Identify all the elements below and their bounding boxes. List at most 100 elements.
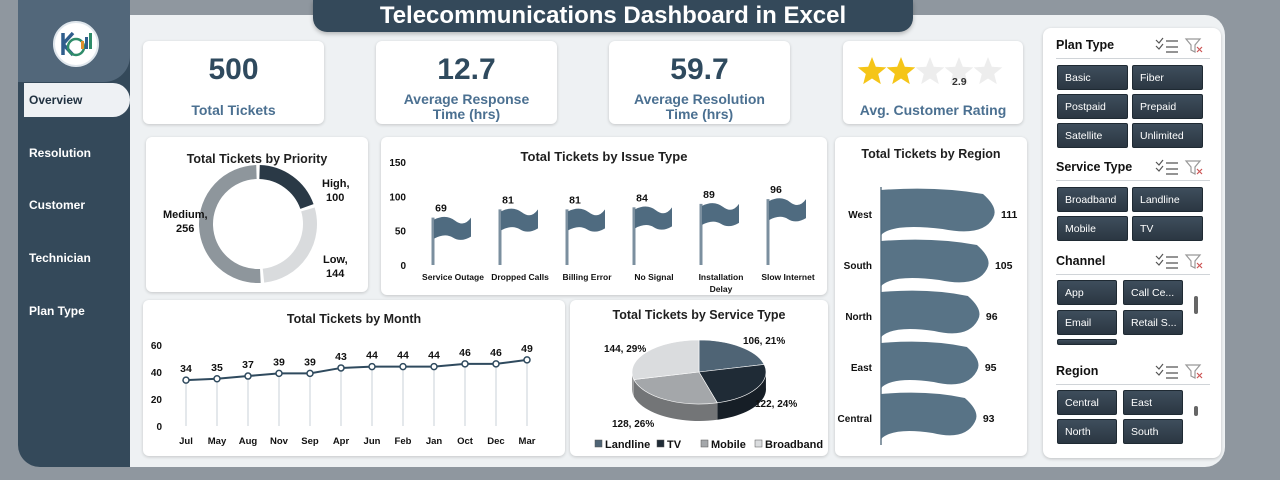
clear-filter-icon[interactable]	[1184, 254, 1203, 269]
logo-icon	[61, 31, 92, 57]
filter-chip-partial[interactable]	[1057, 339, 1117, 345]
month-x-tick: Oct	[457, 436, 474, 447]
month-x-tick: May	[208, 436, 227, 447]
month-x-tick: Feb	[395, 436, 412, 447]
filter-chip-basic[interactable]: Basic	[1057, 65, 1128, 90]
service-slice-side	[717, 370, 766, 420]
month-data-label: 35	[211, 362, 223, 374]
issue-bar	[635, 206, 672, 230]
month-data-label: 44	[397, 350, 409, 362]
month-x-tick: Sep	[301, 436, 319, 447]
filter-chip-mobile[interactable]: Mobile	[1057, 216, 1128, 241]
chart-title: Total Tickets by Priority	[186, 152, 328, 166]
region-scrollbar[interactable]	[1194, 406, 1198, 416]
issue-y-tick: 50	[395, 227, 407, 238]
filter-chip-south[interactable]: South	[1123, 419, 1183, 444]
filter-chip-prepaid[interactable]: Prepaid	[1132, 94, 1203, 119]
filter-chip-tv[interactable]: TV	[1132, 216, 1203, 241]
kpi-label: Avg. Customer Rating	[859, 102, 1007, 118]
issue-bar	[702, 203, 739, 227]
issue-y-tick: 150	[389, 158, 406, 169]
issue-x-tick: Delay	[710, 284, 733, 294]
service-slice-broadband	[631, 339, 700, 380]
rating-value: 2.9	[952, 76, 967, 88]
filter-chip-app[interactable]: App	[1057, 280, 1117, 305]
month-data-label: 43	[335, 351, 347, 363]
kpi-customer-rating: 2.9 Avg. Customer Rating	[843, 41, 1023, 124]
channel-filter-icons	[1155, 253, 1203, 269]
service-slice-side	[633, 379, 718, 421]
clear-filter-icon[interactable]	[1184, 38, 1203, 53]
month-y-tick: 0	[156, 422, 162, 433]
filter-chip-retail[interactable]: Retail S...	[1123, 310, 1183, 335]
service-slice-landline	[698, 339, 765, 373]
service-slice-tv	[698, 364, 767, 404]
channel-scrollbar[interactable]	[1194, 296, 1198, 314]
region-bar	[881, 188, 995, 235]
chart-title: Total Tickets by Service Type	[612, 308, 786, 322]
nav-overview[interactable]: Overview	[24, 83, 130, 117]
multi-select-icon[interactable]	[1155, 37, 1178, 53]
nav-technician[interactable]: Technician	[29, 251, 91, 265]
issue-x-tick: Installation	[699, 272, 744, 282]
region-bar	[881, 239, 989, 286]
issue-data-label: 69	[435, 203, 447, 215]
filter-chip-unlimited[interactable]: Unlimited	[1132, 123, 1203, 148]
month-y-tick: 20	[151, 395, 163, 406]
chart-title: Total Tickets by Issue Type	[520, 149, 688, 164]
filter-chip-central[interactable]: Central	[1057, 390, 1117, 415]
issue-x-tick: No Signal	[634, 272, 673, 282]
filter-chip-email[interactable]: Email	[1057, 310, 1117, 335]
month-series-line	[185, 358, 528, 382]
clear-filter-icon[interactable]	[1184, 160, 1203, 175]
nav-resolution[interactable]: Resolution	[29, 146, 91, 160]
month-y-tick: 60	[151, 341, 163, 352]
star-icon	[886, 57, 916, 85]
month-data-label: 46	[459, 347, 471, 359]
issue-y-tick: 0	[400, 261, 406, 272]
issue-bar	[568, 208, 605, 232]
priority-label-low: Low, 144	[323, 254, 348, 280]
month-point	[213, 375, 221, 383]
month-data-label: 39	[304, 356, 316, 368]
clear-filter-icon[interactable]	[1184, 364, 1203, 379]
filter-chip-landline[interactable]: Landline	[1132, 187, 1203, 212]
issue-data-label: 84	[636, 192, 648, 204]
kpi-avg-response: 12.7 Average Response Time (hrs)	[376, 41, 557, 124]
service-chart: 106, 21% 122, 24% 128, 26% 144, 29% Landlin…	[594, 336, 823, 451]
filter-chip-postpaid[interactable]: Postpaid	[1057, 94, 1128, 119]
star-icon	[944, 57, 974, 85]
kpi-value: 59.7	[670, 53, 729, 86]
multi-select-icon[interactable]	[1155, 159, 1178, 175]
month-data-label: 46	[490, 347, 502, 359]
region-category-label: South	[844, 261, 872, 272]
region-data-label: 111	[1001, 209, 1018, 221]
star-icon	[915, 57, 945, 85]
region-data-label: 93	[983, 413, 995, 425]
multi-select-icon[interactable]	[1155, 253, 1178, 269]
filter-chip-call-center[interactable]: Call Ce...	[1123, 280, 1183, 305]
issue-x-tick: Slow Internet	[761, 272, 815, 282]
filter-chip-east[interactable]: East	[1123, 390, 1183, 415]
kpi-label: Average Resolution Time (hrs)	[634, 91, 765, 122]
nav-plan-type[interactable]: Plan Type	[29, 304, 85, 318]
nav-customer[interactable]: Customer	[29, 198, 86, 212]
multi-select-icon[interactable]	[1155, 363, 1178, 379]
issue-data-label: 81	[569, 194, 581, 206]
filter-chip-satellite[interactable]: Satellite	[1057, 123, 1128, 148]
star-icon	[857, 57, 887, 85]
priority-chart-card: Total Tickets by Priority High, 100 Mediu…	[146, 137, 368, 292]
month-x-tick: Jan	[426, 436, 443, 447]
service-data-label: 122, 24%	[755, 399, 797, 410]
legend-label: Landline	[605, 439, 650, 451]
filter-channel-header: Channel	[1056, 254, 1106, 268]
kpi-total-tickets: 500 Total Tickets	[143, 41, 324, 124]
filter-plan-type-header: Plan Type	[1056, 38, 1115, 52]
filter-chip-broadband[interactable]: Broadband	[1057, 187, 1128, 212]
month-data-label: 49	[521, 343, 533, 355]
month-point	[492, 360, 500, 368]
month-data-label: 44	[366, 350, 378, 362]
filter-chip-fiber[interactable]: Fiber	[1132, 65, 1203, 90]
month-point	[275, 369, 283, 378]
filter-chip-north[interactable]: North	[1057, 419, 1117, 444]
